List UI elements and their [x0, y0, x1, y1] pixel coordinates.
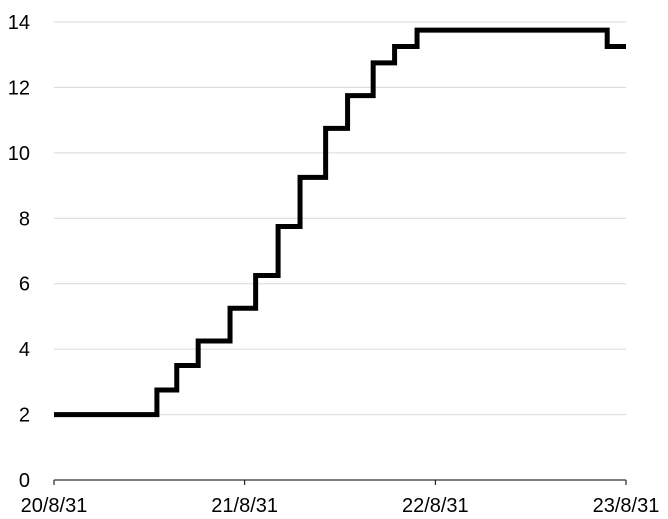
y-tick-label: 2 [19, 405, 30, 427]
x-tick-labels: 20/8/31 21/8/31 22/8/31 23/8/31 [21, 480, 660, 517]
x-tick-label: 23/8/31 [593, 495, 660, 517]
y-tick-label: 4 [19, 339, 30, 361]
x-tick-label: 20/8/31 [21, 495, 88, 517]
x-tick-label: 21/8/31 [211, 495, 278, 517]
y-tick-label: 10 [8, 143, 30, 165]
series-line-0 [54, 27, 626, 418]
y-tick-label: 12 [8, 77, 30, 99]
x-tick-label: 22/8/31 [402, 495, 469, 517]
y-tick-labels: 0 2 4 6 8 10 12 14 [8, 12, 30, 492]
y-tick-label: 6 [19, 274, 30, 296]
y-tick-label: 14 [8, 12, 30, 34]
gridlines [54, 21, 626, 416]
y-tick-label: 0 [19, 470, 30, 492]
y-tick-label: 8 [19, 208, 30, 230]
series [54, 27, 626, 418]
